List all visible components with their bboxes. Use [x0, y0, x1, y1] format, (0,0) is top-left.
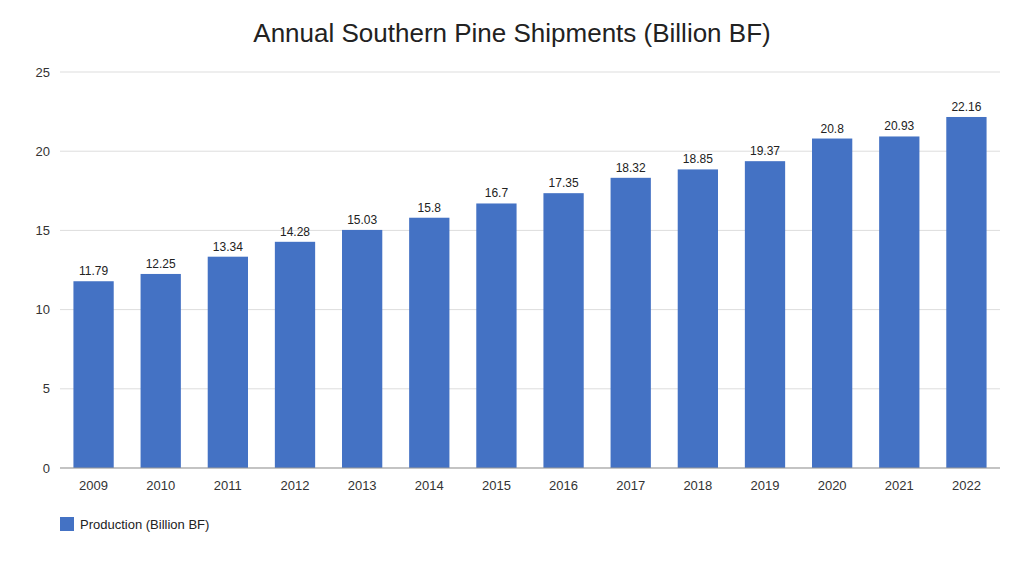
bar [275, 242, 315, 468]
chart: Annual Southern Pine Shipments (Billion … [0, 0, 1024, 568]
bar [879, 136, 919, 468]
data-label: 20.8 [820, 122, 844, 136]
x-tick-label: 2011 [214, 478, 242, 493]
x-tick-label: 2010 [146, 478, 175, 493]
grid [60, 72, 1000, 468]
x-axis-line [60, 468, 1000, 469]
x-tick-label: 2013 [348, 478, 377, 493]
x-tick-label: 2016 [549, 478, 578, 493]
data-label: 14.28 [280, 225, 310, 239]
bar [611, 178, 651, 468]
bar [476, 203, 516, 468]
data-label: 15.03 [347, 213, 377, 227]
title: Annual Southern Pine Shipments (Billion … [253, 18, 770, 48]
data-label: 22.16 [951, 100, 981, 114]
x-tick-label: 2017 [616, 478, 645, 493]
data-label: 20.93 [884, 119, 914, 133]
legend-swatch [60, 517, 74, 531]
y-tick-label: 5 [43, 381, 50, 396]
y-tick-label: 10 [36, 302, 50, 317]
bar [141, 274, 181, 468]
bar [208, 257, 248, 468]
data-label: 15.8 [418, 201, 442, 215]
x-tick-label: 2020 [818, 478, 847, 493]
data-label: 16.7 [485, 186, 509, 200]
bar [543, 193, 583, 468]
bar [678, 169, 718, 468]
grid-line [60, 151, 1000, 152]
grid-line [60, 72, 1000, 73]
data-labels: 11.79 12.25 13.34 14.28 15.03 15.8 16.7 17.35 18… [79, 100, 982, 278]
data-label: 12.25 [146, 257, 176, 271]
x-tick-label: 2015 [482, 478, 511, 493]
legend-label: Production (Billion BF) [80, 517, 209, 532]
bar [342, 230, 382, 468]
bar [745, 161, 785, 468]
x-tick-label: 2022 [952, 478, 981, 493]
x-tick-label: 2021 [885, 478, 914, 493]
x-tick-label: 2018 [683, 478, 712, 493]
x-tick-label: 2014 [415, 478, 444, 493]
legend: Production (Billion BF) [60, 517, 209, 532]
grid-line [60, 230, 1000, 231]
x-tick-label: 2009 [79, 478, 108, 493]
grid-line [60, 309, 1000, 310]
data-label: 18.32 [616, 161, 646, 175]
data-label: 19.37 [750, 144, 780, 158]
data-label: 13.34 [213, 240, 243, 254]
chart-container: Annual Southern Pine Shipments (Billion … [0, 0, 1024, 568]
grid-line [60, 388, 1000, 389]
data-label: 17.35 [549, 176, 579, 190]
y-tick-label: 25 [36, 65, 50, 80]
data-label: 18.85 [683, 152, 713, 166]
bar [812, 139, 852, 468]
grid-line [60, 468, 1000, 469]
bar [409, 218, 449, 468]
bars [73, 117, 986, 468]
y-tick-label: 15 [36, 223, 50, 238]
data-label: 11.79 [79, 264, 108, 278]
bar [73, 281, 113, 468]
x-tick-label: 2019 [751, 478, 780, 493]
y-tick-label: 20 [36, 144, 50, 159]
bar [946, 117, 986, 468]
y-tick-label: 0 [43, 461, 50, 476]
x-tick-label: 2012 [281, 478, 310, 493]
